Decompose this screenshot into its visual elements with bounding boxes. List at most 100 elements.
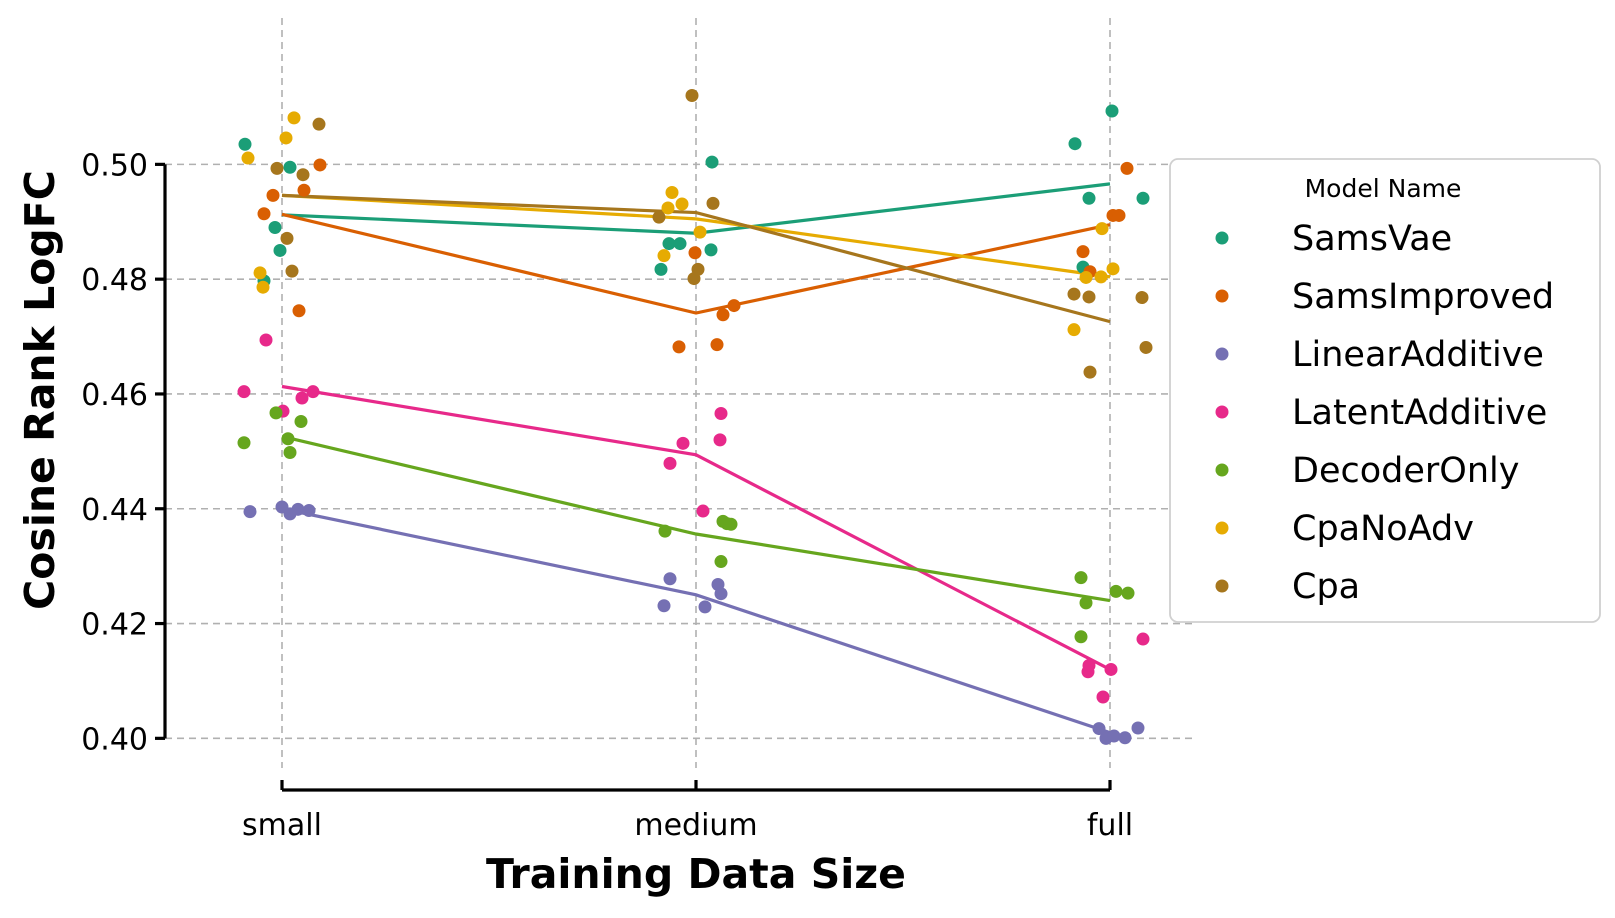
data-point-Cpa: [285, 264, 299, 278]
axis-labels: Training Data Size Cosine Rank LogFC: [16, 170, 906, 898]
data-point-SamsImproved: [672, 340, 686, 354]
axes: 0.40 0.42 0.44 0.46 0.48 0.50 small medium full: [81, 148, 1133, 843]
data-point-DecoderOnly: [1121, 586, 1135, 600]
data-point-SamsVae: [238, 137, 252, 151]
data-point-LinearAdditive: [663, 572, 677, 586]
data-point-LatentAdditive: [1104, 662, 1118, 676]
legend-label-LinearAdditive: LinearAdditive: [1292, 335, 1544, 375]
data-point-CpaNoAdv: [1067, 323, 1081, 337]
legend-label-CpaNoAdv: CpaNoAdv: [1292, 509, 1474, 549]
data-point-Cpa: [1083, 365, 1097, 379]
data-point-LatentAdditive: [676, 436, 690, 450]
data-point-LatentAdditive: [237, 385, 251, 399]
data-point-CpaNoAdv: [657, 249, 671, 263]
data-point-Cpa: [691, 262, 705, 276]
y-axis-title: Cosine Rank LogFC: [16, 170, 64, 610]
data-point-LinearAdditive: [302, 503, 316, 517]
series-group: [237, 88, 1153, 745]
data-point-SamsImproved: [716, 308, 730, 322]
data-point-CpaNoAdv: [665, 185, 679, 199]
data-point-SamsImproved: [710, 338, 724, 352]
data-point-CpaNoAdv: [1079, 270, 1093, 284]
data-point-SamsImproved: [727, 299, 741, 313]
data-point-LatentAdditive: [259, 333, 273, 347]
data-point-LinearAdditive: [291, 502, 305, 516]
series-line-DecoderOnly: [281, 434, 1111, 603]
data-point-SamsImproved: [313, 158, 327, 172]
data-point-SamsImproved: [1112, 208, 1126, 222]
data-point-LatentAdditive: [713, 433, 727, 447]
legend: Model Name SamsVae SamsImproved LinearAddi…: [1169, 158, 1601, 623]
data-point-SamsVae: [1105, 104, 1119, 118]
data-point-DecoderOnly: [294, 415, 308, 429]
data-point-LinearAdditive: [1092, 722, 1106, 736]
data-point-SamsVae: [705, 155, 719, 169]
x-axis-title: Training Data Size: [486, 850, 906, 898]
data-point-Cpa: [685, 88, 699, 102]
data-point-SamsVae: [673, 237, 687, 251]
data-point-CpaNoAdv: [1094, 270, 1108, 284]
y-tick-label: 0.48: [81, 263, 148, 298]
y-tick-label: 0.44: [81, 493, 148, 528]
data-point-SamsImproved: [292, 304, 306, 318]
data-point-Cpa: [652, 210, 666, 224]
data-point-SamsImproved: [1076, 245, 1090, 259]
legend-marker-SamsVae: [1215, 231, 1229, 245]
data-point-CpaNoAdv: [253, 266, 267, 280]
series-line-CpaNoAdv: [281, 193, 1111, 279]
data-point-LinearAdditive: [1131, 721, 1145, 735]
y-tick-label: 0.42: [81, 608, 148, 643]
data-point-Cpa: [270, 161, 284, 175]
data-point-DecoderOnly: [237, 436, 251, 450]
data-point-LatentAdditive: [1096, 690, 1110, 704]
data-point-SamsVae: [662, 237, 676, 251]
data-point-Cpa: [312, 117, 326, 131]
data-point-CpaNoAdv: [1095, 222, 1109, 236]
data-point-LatentAdditive: [1082, 658, 1096, 672]
legend-title: Model Name: [1305, 174, 1462, 203]
x-tick-label: full: [1087, 808, 1133, 843]
data-point-LatentAdditive: [295, 391, 309, 405]
data-point-SamsImproved: [297, 183, 311, 197]
data-point-LinearAdditive: [714, 587, 728, 601]
legend-marker-Cpa: [1215, 579, 1229, 593]
data-point-LatentAdditive: [696, 504, 710, 518]
data-point-CpaNoAdv: [287, 111, 301, 125]
legend-marker-LinearAdditive: [1215, 347, 1229, 361]
data-point-SamsImproved: [688, 246, 702, 260]
data-point-SamsImproved: [266, 188, 280, 202]
data-point-LinearAdditive: [698, 600, 712, 614]
legend-marker-SamsImproved: [1215, 289, 1229, 303]
data-point-Cpa: [280, 231, 294, 245]
data-point-CpaNoAdv: [693, 225, 707, 239]
data-point-SamsVae: [704, 243, 718, 257]
data-point-DecoderOnly: [1079, 596, 1093, 610]
data-point-LatentAdditive: [714, 406, 728, 420]
series-line-LinearAdditive: [281, 507, 1111, 735]
legend-marker-LatentAdditive: [1215, 405, 1229, 419]
data-point-CpaNoAdv: [675, 197, 689, 211]
data-point-SamsImproved: [1120, 161, 1134, 175]
data-point-DecoderOnly: [658, 524, 672, 538]
data-point-CpaNoAdv: [1106, 262, 1120, 276]
legend-label-Cpa: Cpa: [1292, 567, 1360, 607]
data-point-Cpa: [1139, 340, 1153, 354]
y-tick-label: 0.46: [81, 378, 148, 413]
x-tick-label: medium: [634, 808, 757, 843]
data-point-DecoderOnly: [724, 517, 738, 531]
data-point-LinearAdditive: [657, 599, 671, 613]
data-point-LatentAdditive: [306, 385, 320, 399]
data-point-LinearAdditive: [1118, 731, 1132, 745]
legend-label-LatentAdditive: LatentAdditive: [1292, 393, 1547, 433]
data-point-CpaNoAdv: [661, 201, 675, 215]
data-point-DecoderOnly: [1109, 584, 1123, 598]
x-tick-label: small: [242, 808, 322, 843]
series-line-Cpa: [281, 193, 1111, 324]
data-point-Cpa: [296, 168, 310, 182]
data-point-DecoderOnly: [714, 555, 728, 569]
data-point-LatentAdditive: [1136, 632, 1150, 646]
y-tick-label: 0.40: [81, 722, 148, 757]
data-point-SamsVae: [1068, 137, 1082, 151]
